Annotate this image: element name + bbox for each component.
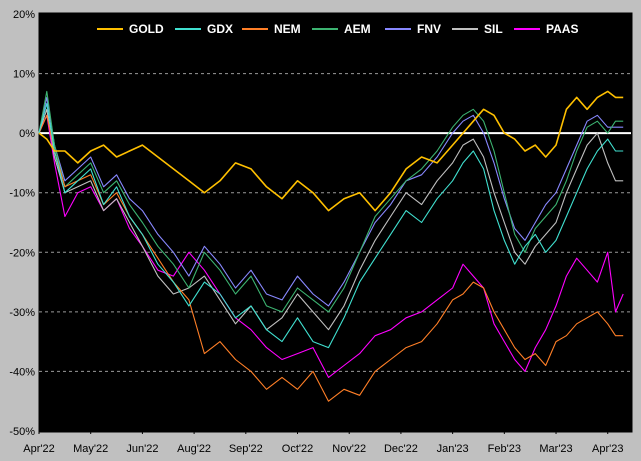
y-tick-label: -50% xyxy=(9,426,35,438)
y-tick-label: -30% xyxy=(9,307,35,319)
x-tick-label: Aug'22 xyxy=(177,443,211,455)
legend-label-fnv: FNV xyxy=(417,22,441,36)
y-tick-label: -20% xyxy=(9,247,35,259)
x-tick-label: Apr'22 xyxy=(23,443,54,455)
x-tick-label: Feb'23 xyxy=(488,443,521,455)
legend-label-gdx: GDX xyxy=(207,22,233,36)
legend-label-sil: SIL xyxy=(484,22,503,36)
x-tick-label: Jun'22 xyxy=(126,443,158,455)
series-line-gdx xyxy=(38,102,624,349)
x-tick-label: Jan'23 xyxy=(437,443,469,455)
x-tick-label: Mar'23 xyxy=(539,443,572,455)
plot-background xyxy=(38,12,633,433)
series-line-nem xyxy=(38,114,624,402)
y-tick-label: -10% xyxy=(9,188,35,200)
series-line-paas xyxy=(38,114,624,378)
x-tick-label: Apr'23 xyxy=(592,443,623,455)
y-tick-label: 0% xyxy=(19,128,35,140)
x-tick-label: Nov'22 xyxy=(332,443,366,455)
legend-label-paas: PAAS xyxy=(546,22,578,36)
legend-label-gold: GOLD xyxy=(129,22,164,36)
x-tick-label: Sep'22 xyxy=(229,443,263,455)
legend-label-aem: AEM xyxy=(344,22,371,36)
series-line-sil xyxy=(38,108,624,331)
legend: GOLD GDX NEM AEM FNV SIL PAAS xyxy=(97,22,578,36)
y-tick-label: 20% xyxy=(13,9,35,21)
series-line-gold xyxy=(38,90,624,212)
x-tick-label: May'22 xyxy=(73,443,108,455)
series-lines xyxy=(38,90,624,402)
y-axis-ticks: 20% 10% 0% -10% -20% -30% -40% -50% xyxy=(9,9,35,438)
x-tick-label: Oct'22 xyxy=(282,443,313,455)
legend-label-nem: NEM xyxy=(274,22,301,36)
x-axis-ticks: Apr'22 May'22 Jun'22 Aug'22 Sep'22 Oct'22 Nov'… xyxy=(23,431,623,455)
x-tick-label: Dec'22 xyxy=(384,443,418,455)
y-tick-label: -40% xyxy=(9,366,35,378)
series-line-aem xyxy=(38,90,624,313)
y-tick-label: 10% xyxy=(13,69,35,81)
gridlines xyxy=(39,73,631,372)
